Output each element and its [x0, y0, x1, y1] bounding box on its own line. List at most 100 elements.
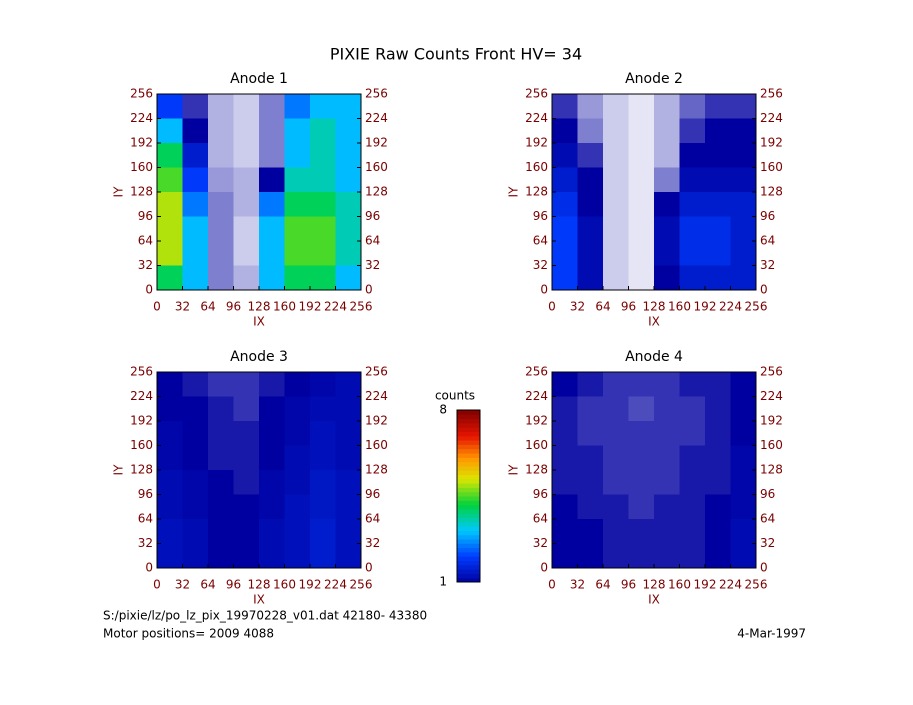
heatmap-cell — [552, 94, 578, 119]
x-tick-label: 128 — [248, 300, 271, 314]
heatmap-cell — [705, 445, 731, 470]
colorbar-label: counts — [435, 389, 475, 403]
heatmap-cell — [233, 118, 259, 143]
heatmap-cell — [628, 445, 654, 470]
heatmap-cell — [182, 372, 208, 397]
y-tick-label: 256 — [525, 87, 548, 101]
colorbar-swatch — [457, 508, 480, 514]
x-tick-label: 256 — [350, 578, 373, 592]
heatmap-cell — [259, 396, 285, 421]
x-tick-label: 64 — [200, 578, 215, 592]
y-tick-label: 192 — [525, 414, 548, 428]
heatmap-cell — [208, 265, 234, 290]
y-tick-label: 256 — [130, 365, 153, 379]
heatmap-cell — [705, 94, 731, 119]
colorbar-swatch — [457, 444, 480, 450]
colorbar-swatch — [457, 474, 480, 480]
y2-tick-label: 0 — [365, 283, 373, 297]
heatmap-cell — [182, 216, 208, 241]
y-axis-label: IY — [507, 464, 521, 476]
heatmap-cell — [182, 167, 208, 192]
heatmap-cell — [157, 494, 183, 519]
y-tick-label: 128 — [525, 463, 548, 477]
heatmap-cell — [705, 372, 731, 397]
heatmap-cell — [310, 143, 336, 168]
heatmap-cell — [628, 192, 654, 217]
heatmap-cell — [208, 372, 234, 397]
y-tick-label: 0 — [540, 283, 548, 297]
heatmap-cell — [654, 445, 680, 470]
heatmap-cell — [552, 396, 578, 421]
heatmap-cell — [705, 470, 731, 495]
heatmap-cell — [628, 494, 654, 519]
heatmap-cell — [552, 470, 578, 495]
colorbar-swatch — [457, 478, 480, 484]
heatmap-cell — [157, 167, 183, 192]
heatmap-cell — [310, 494, 336, 519]
heatmap-cell — [335, 241, 361, 266]
plot-title: Anode 4 — [625, 349, 683, 365]
heatmap-cell — [284, 118, 310, 143]
heatmap-cell — [552, 241, 578, 266]
y2-tick-label: 224 — [365, 111, 388, 125]
x-tick-label: 0 — [153, 300, 161, 314]
heatmap-cell — [628, 543, 654, 568]
x-tick-label: 224 — [719, 578, 742, 592]
heatmap-cell — [654, 543, 680, 568]
heatmap-cell — [182, 470, 208, 495]
heatmap-cell — [208, 543, 234, 568]
colorbar-swatch — [457, 569, 480, 574]
heatmap-cell — [705, 421, 731, 446]
y-tick-label: 32 — [138, 258, 153, 272]
y2-tick-label: 0 — [760, 283, 768, 297]
heatmap-cell — [284, 241, 310, 266]
heatmap-cell — [259, 494, 285, 519]
y-tick-label: 128 — [130, 185, 153, 199]
heatmap-cell — [577, 265, 603, 290]
heatmap-cell — [679, 94, 705, 119]
x-tick-label: 64 — [595, 578, 610, 592]
y2-tick-label: 96 — [365, 487, 380, 501]
heatmap-cell — [157, 94, 183, 119]
colorbar-swatch — [457, 539, 480, 544]
heatmap-cell — [705, 265, 731, 290]
x-tick-label: 96 — [621, 578, 636, 592]
y2-tick-label: 64 — [760, 512, 775, 526]
heatmap-cell — [208, 216, 234, 241]
heatmap-cell — [654, 192, 680, 217]
heatmap-cell — [628, 470, 654, 495]
heatmap-cell — [259, 543, 285, 568]
plot-title: Anode 1 — [230, 71, 288, 87]
y2-tick-label: 32 — [365, 536, 380, 550]
footer-date: 4-Mar-1997 — [737, 627, 806, 641]
y-tick-label: 224 — [130, 111, 153, 125]
heatmap-cell — [730, 265, 756, 290]
heatmap-cell — [310, 543, 336, 568]
heatmap-cell — [654, 372, 680, 397]
colorbar-swatch — [457, 530, 480, 536]
heatmap-cell — [259, 167, 285, 192]
heatmap-cell — [335, 265, 361, 290]
colorbar-swatch — [457, 457, 480, 463]
heatmap-cell — [182, 396, 208, 421]
y2-tick-label: 64 — [365, 512, 380, 526]
heatmap-cell — [628, 519, 654, 544]
heatmap-cell — [730, 470, 756, 495]
x-tick-label: 224 — [324, 578, 347, 592]
y-tick-label: 160 — [525, 438, 548, 452]
heatmap-cell — [208, 445, 234, 470]
heatmap-cell — [577, 543, 603, 568]
heatmap-cell — [182, 494, 208, 519]
heatmap-cell — [208, 94, 234, 119]
heatmap-cell — [208, 241, 234, 266]
heatmap-cell — [157, 543, 183, 568]
y2-tick-label: 192 — [760, 136, 783, 150]
heatmap-cell — [577, 470, 603, 495]
x-tick-label: 256 — [745, 300, 768, 314]
colorbar-swatch — [457, 487, 480, 493]
heatmap-cell — [679, 167, 705, 192]
heatmap-cell — [182, 265, 208, 290]
heatmap-cell — [335, 372, 361, 397]
y2-tick-label: 192 — [760, 414, 783, 428]
